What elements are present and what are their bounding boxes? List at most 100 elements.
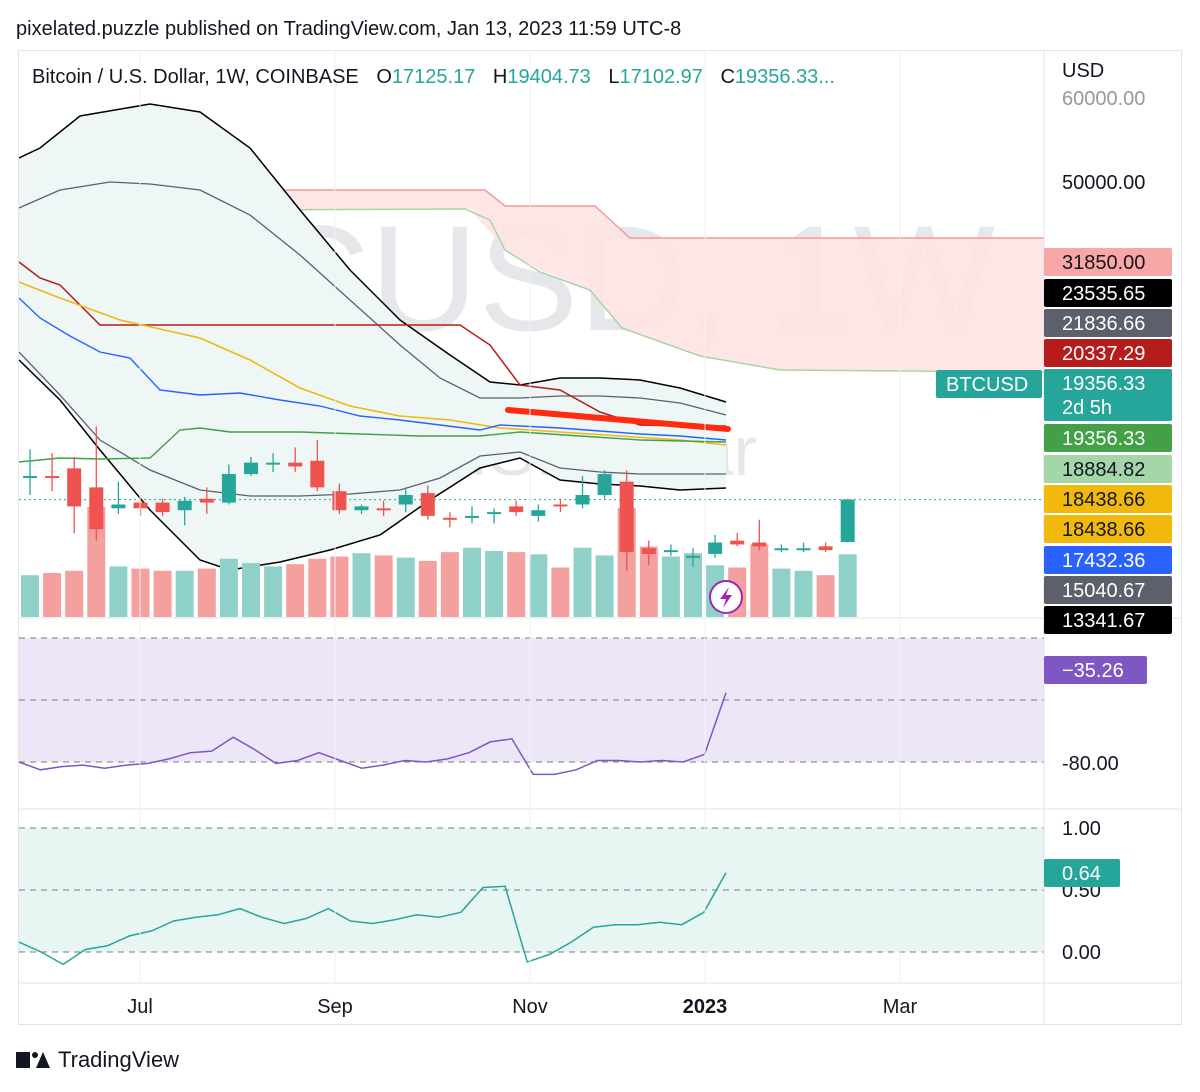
- price-level-value: 20337.29: [1062, 343, 1145, 365]
- candle-body: [332, 491, 347, 511]
- close-label: C: [720, 66, 735, 88]
- lower-tick-label: 1.00: [1062, 818, 1101, 840]
- oscillator-line: [18, 692, 727, 776]
- price-axis[interactable]: 60000.00 50000.00 31850.00 23535.65 21836.66…: [936, 50, 1172, 1025]
- low-label: L: [608, 66, 620, 88]
- time-tick-label: Sep: [317, 996, 353, 1018]
- price-level-label: 31850.00: [1044, 248, 1172, 276]
- volume-bar: [65, 570, 84, 617]
- candle-body: [288, 462, 303, 467]
- volume-bar: [529, 554, 548, 617]
- candle-body: [23, 475, 37, 478]
- bollinger-lower-band: [19, 359, 727, 571]
- current-price-badge: [1044, 369, 1172, 421]
- volume-bar: [684, 553, 702, 617]
- candle-body: [67, 468, 82, 507]
- ichimoku-cloud-red: [19, 190, 1044, 370]
- price-level-value: 18438.66: [1062, 519, 1145, 541]
- ma-yellow: [19, 281, 727, 446]
- volume-bar: [396, 557, 415, 617]
- currency-label[interactable]: USD: [1062, 60, 1105, 82]
- price-level-label: 15040.67: [1044, 576, 1172, 604]
- volume-bar: [374, 555, 393, 617]
- volume-bar: [661, 556, 680, 617]
- price-level-badge: [1044, 546, 1172, 574]
- candle-body: [641, 548, 656, 554]
- candle-body: [708, 542, 723, 554]
- senkou-span-b: [19, 189, 1044, 239]
- ma-green: [19, 427, 727, 463]
- volume-bar: [197, 568, 216, 617]
- lower-value-badge: [1044, 859, 1120, 887]
- price-level-badge: [1044, 279, 1172, 307]
- volume-bar: [175, 570, 194, 617]
- ma-blue: [19, 297, 727, 441]
- price-level-label: 18438.66: [1044, 485, 1172, 513]
- candle-body: [553, 504, 568, 507]
- volume-bar: [573, 547, 592, 617]
- lightning-icon: [720, 587, 732, 608]
- volume-bar: [816, 575, 835, 617]
- time-tick-label: Jul: [127, 996, 153, 1018]
- price-level-badge: [1044, 455, 1172, 483]
- oscillator-value-badge: [1044, 656, 1147, 684]
- candle-body: [575, 494, 590, 505]
- oscillator-value: −35.26: [1062, 660, 1124, 682]
- price-level-badge: [1044, 248, 1172, 276]
- tradingview-logo[interactable]: TradingView: [16, 1047, 179, 1073]
- lower-tick-label: 0.00: [1062, 942, 1101, 964]
- volume-bar: [838, 554, 857, 617]
- main-price-pane[interactable]: BTCUSD, 1WBitcoin / U.S. Dollar: [19, 103, 1044, 617]
- candle-body: [442, 517, 457, 520]
- volume-bar: [286, 564, 305, 617]
- price-level-value: 15040.67: [1062, 580, 1145, 602]
- bar-countdown: 2d 5h: [1062, 397, 1112, 419]
- price-level-value: 23535.65: [1062, 283, 1145, 305]
- candle-body: [752, 542, 767, 547]
- price-level-value: 13341.67: [1062, 610, 1145, 632]
- price-level-badge: [1044, 485, 1172, 513]
- close-value: 19356.33...: [734, 66, 835, 88]
- time-tick-label: Nov: [512, 996, 548, 1018]
- low-value: 17102.97: [619, 66, 703, 88]
- price-tick-label: 60000.00: [1062, 88, 1145, 110]
- volume-bar: [109, 566, 128, 617]
- candle-body: [663, 550, 678, 553]
- bollinger-band-fill: [19, 104, 726, 570]
- price-level-badge: [1044, 424, 1172, 452]
- chart-frame: [18, 50, 1182, 1025]
- price-level-value: 21836.66: [1062, 313, 1145, 335]
- price-level-label: 21836.66: [1044, 309, 1172, 337]
- candle-body: [354, 506, 369, 511]
- volume-bar: [418, 560, 437, 617]
- volume-bar: [551, 567, 570, 617]
- bollinger-upper-band: [19, 103, 727, 403]
- price-level-label: 13341.67: [1044, 606, 1172, 634]
- candle-body: [89, 487, 104, 530]
- candle-body: [199, 498, 214, 503]
- price-level-value: 17432.36: [1062, 550, 1145, 572]
- lower-indicator-pane: [18, 808, 1182, 966]
- price-level-label: 18438.66: [1044, 515, 1172, 543]
- candle-body: [531, 510, 546, 516]
- lower-value: 0.64: [1062, 863, 1101, 885]
- time-axis[interactable]: Jul Sep Nov 2023 Mar: [19, 50, 1182, 1018]
- candle-body: [686, 555, 700, 558]
- volume-bar: [639, 546, 658, 617]
- candle-body: [155, 502, 170, 513]
- price-level-badge: [1044, 515, 1172, 543]
- candle-body: [487, 512, 502, 515]
- volume-bar: [440, 552, 459, 617]
- price-level-value: 31850.00: [1062, 252, 1145, 274]
- candle-body: [597, 474, 612, 495]
- high-label: H: [492, 66, 508, 88]
- inner-upper-band: [19, 181, 727, 416]
- volume-bar: [87, 507, 106, 617]
- volume-bar: [463, 547, 481, 617]
- tradingview-logo-icon: [16, 1050, 50, 1070]
- candle-body: [398, 494, 413, 505]
- volume-bar: [330, 556, 349, 617]
- price-level-value: 18884.82: [1062, 459, 1145, 481]
- candle-body: [111, 504, 126, 509]
